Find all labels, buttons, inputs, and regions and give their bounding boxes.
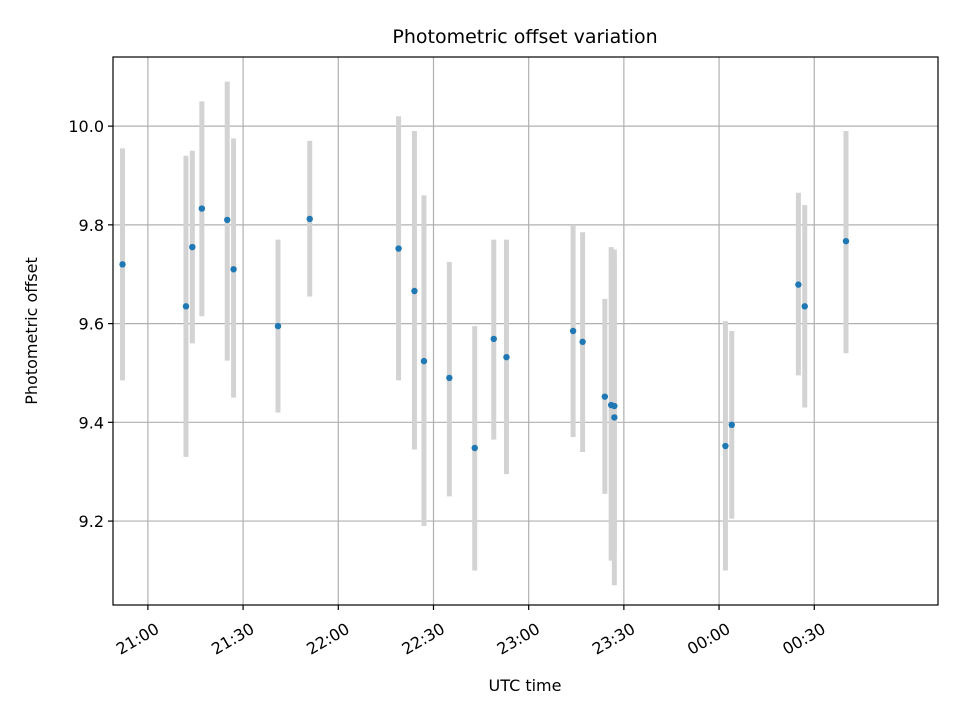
data-point <box>119 261 126 268</box>
data-point <box>611 402 618 410</box>
data-point <box>722 442 729 450</box>
data-point <box>490 335 497 343</box>
y-tick-label: 9.2 <box>79 512 104 531</box>
data-point <box>503 353 510 361</box>
data-point <box>728 421 735 429</box>
data-point <box>601 393 609 400</box>
data-point <box>306 215 313 223</box>
data-point <box>579 338 586 346</box>
data-point <box>182 303 190 310</box>
grid <box>113 57 938 605</box>
data-point <box>224 216 231 224</box>
data-point <box>842 237 850 245</box>
data-markers <box>119 205 850 452</box>
y-tick-label: 9.4 <box>79 413 104 432</box>
data-point <box>569 327 577 335</box>
chart-title: Photometric offset variation <box>392 26 657 48</box>
data-point <box>611 414 618 421</box>
y-tick-label: 10.0 <box>68 117 104 136</box>
data-point <box>411 287 418 295</box>
data-point <box>446 374 453 382</box>
data-point <box>198 205 206 212</box>
x-axis-label: UTC time <box>489 676 562 695</box>
plot-frame <box>112 56 939 606</box>
y-axis-label: Photometric offset <box>22 257 41 405</box>
data-point <box>230 266 237 273</box>
data-point <box>471 444 478 452</box>
data-point <box>274 322 282 330</box>
y-tick-label: 9.8 <box>79 216 104 235</box>
data-point <box>189 243 196 251</box>
data-point <box>395 245 402 252</box>
y-tick-label: 9.6 <box>79 315 104 334</box>
data-point <box>420 357 428 365</box>
data-point <box>795 281 802 288</box>
data-point <box>801 303 808 310</box>
y-axis: 9.2 9.4 9.6 9.8 10.0 <box>68 117 113 531</box>
